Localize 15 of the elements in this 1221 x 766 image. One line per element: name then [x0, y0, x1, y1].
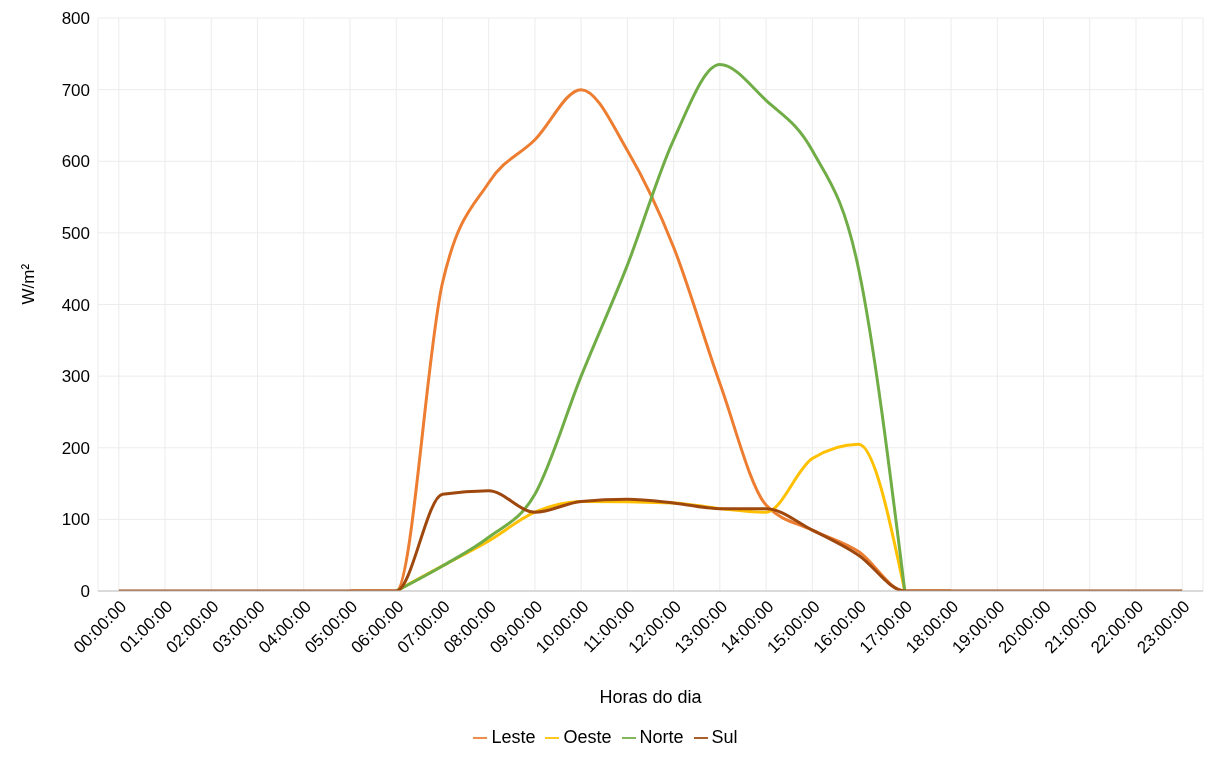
y-axis-title: W/m² — [19, 263, 39, 305]
legend-label: Oeste — [563, 727, 612, 747]
legend-label: Sul — [711, 727, 738, 747]
y-tick-label: 600 — [61, 152, 90, 172]
y-tick-label: 400 — [61, 295, 90, 315]
legend-label: Leste — [491, 727, 536, 747]
y-tick-label: 800 — [61, 9, 90, 29]
y-tick-label: 200 — [61, 438, 90, 458]
y-tick-label: 300 — [61, 367, 90, 387]
y-tick-label: 700 — [61, 80, 90, 100]
y-tick-label: 0 — [80, 582, 90, 602]
y-tick-label: 500 — [61, 223, 90, 243]
x-axis-title: Horas do dia — [599, 687, 703, 707]
legend-label: Norte — [639, 727, 684, 747]
y-tick-label: 100 — [61, 510, 90, 530]
